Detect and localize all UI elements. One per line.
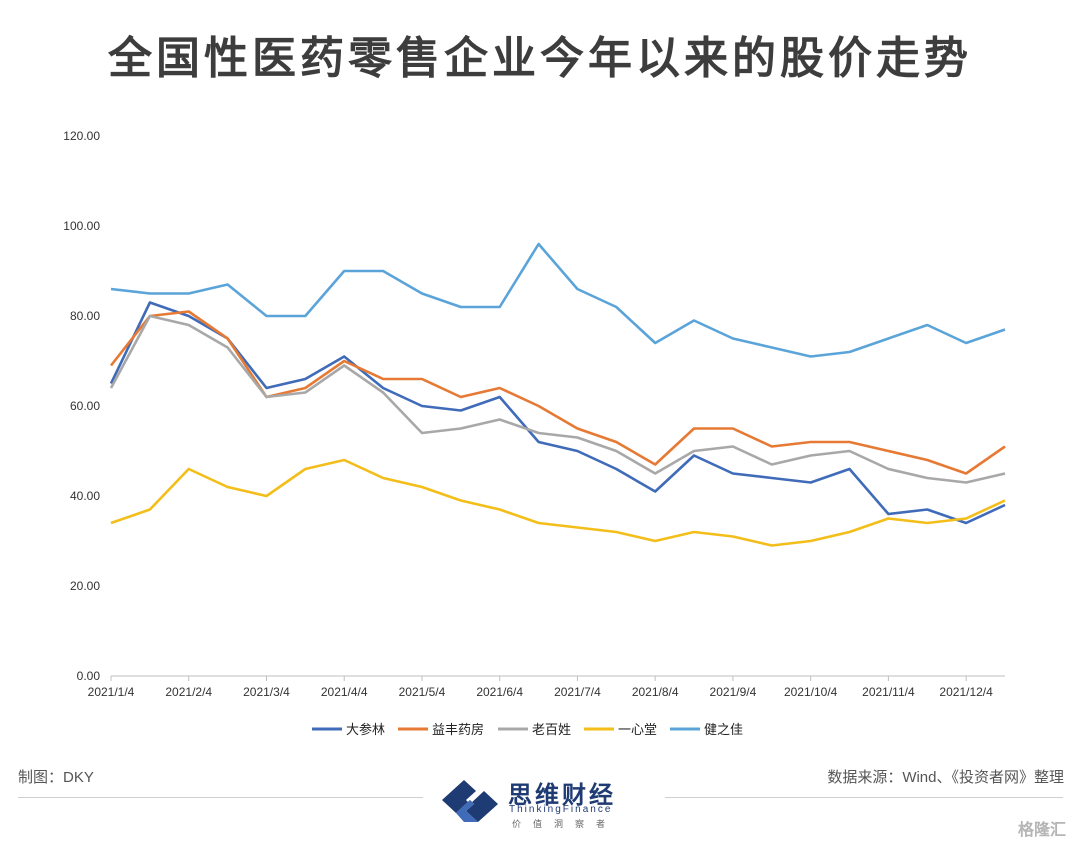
- x-tick-label: 2021/6/4: [476, 685, 523, 699]
- y-tick-label: 120.00: [63, 129, 100, 143]
- x-tick-label: 2021/5/4: [399, 685, 446, 699]
- legend-label-1: 大参林: [346, 722, 385, 737]
- x-tick-label: 2021/11/4: [862, 685, 915, 699]
- footer-divider-right: [665, 797, 1063, 798]
- brand-logo-icon: [442, 780, 498, 822]
- series-line-4: [110, 458, 1006, 547]
- y-tick-label: 80.00: [70, 309, 100, 323]
- y-tick-label: 40.00: [70, 489, 100, 503]
- x-tick-label: 2021/1/4: [88, 685, 135, 699]
- legend-label-2: 益丰药房: [432, 722, 484, 737]
- chart-title: 全国性医药零售企业今年以来的股价走势: [108, 34, 972, 83]
- data-source-note: 数据来源：Wind、《投资者网》整理: [827, 769, 1064, 786]
- series-line-1: [109, 301, 1006, 525]
- x-tick-label: 2021/4/4: [321, 685, 368, 699]
- x-tick-label: 2021/9/4: [710, 685, 757, 699]
- x-tick-label: 2021/2/4: [165, 685, 212, 699]
- series-line-5: [110, 242, 1006, 358]
- footer-divider-left: [18, 797, 423, 798]
- y-tick-label: 20.00: [70, 579, 100, 593]
- legend-label-4: 一心堂: [618, 722, 657, 737]
- made-by-note: 制图：DKY: [18, 769, 94, 786]
- brand-subtitle: ThinkingFinance: [509, 804, 613, 815]
- legend-label-5: 健之佳: [704, 722, 743, 737]
- legend-label-3: 老百姓: [532, 722, 571, 737]
- x-tick-label: 2021/10/4: [784, 685, 838, 699]
- x-tick-label: 2021/12/4: [939, 685, 993, 699]
- y-tick-label: 100.00: [63, 219, 100, 233]
- line-chart: 0.00 20.00 40.00 60.00 80.00 100.00 120.00 2021…: [63, 129, 1006, 737]
- x-tick-label: 2021/3/4: [243, 685, 290, 699]
- series-line-3: [109, 314, 1006, 484]
- brand-motto: 价值洞察者: [512, 819, 618, 829]
- brand-name: 思维财经: [508, 782, 616, 809]
- x-tick-label: 2021/7/4: [554, 685, 601, 699]
- y-tick-label: 0.00: [77, 669, 101, 683]
- y-tick-label: 60.00: [70, 399, 100, 413]
- x-tick-label: 2021/8/4: [632, 685, 679, 699]
- series-line-2: [109, 310, 1006, 475]
- brand-logo: 思维财经 ThinkingFinance 价值洞察者: [438, 773, 653, 831]
- watermark: 格隆汇: [1017, 822, 1066, 839]
